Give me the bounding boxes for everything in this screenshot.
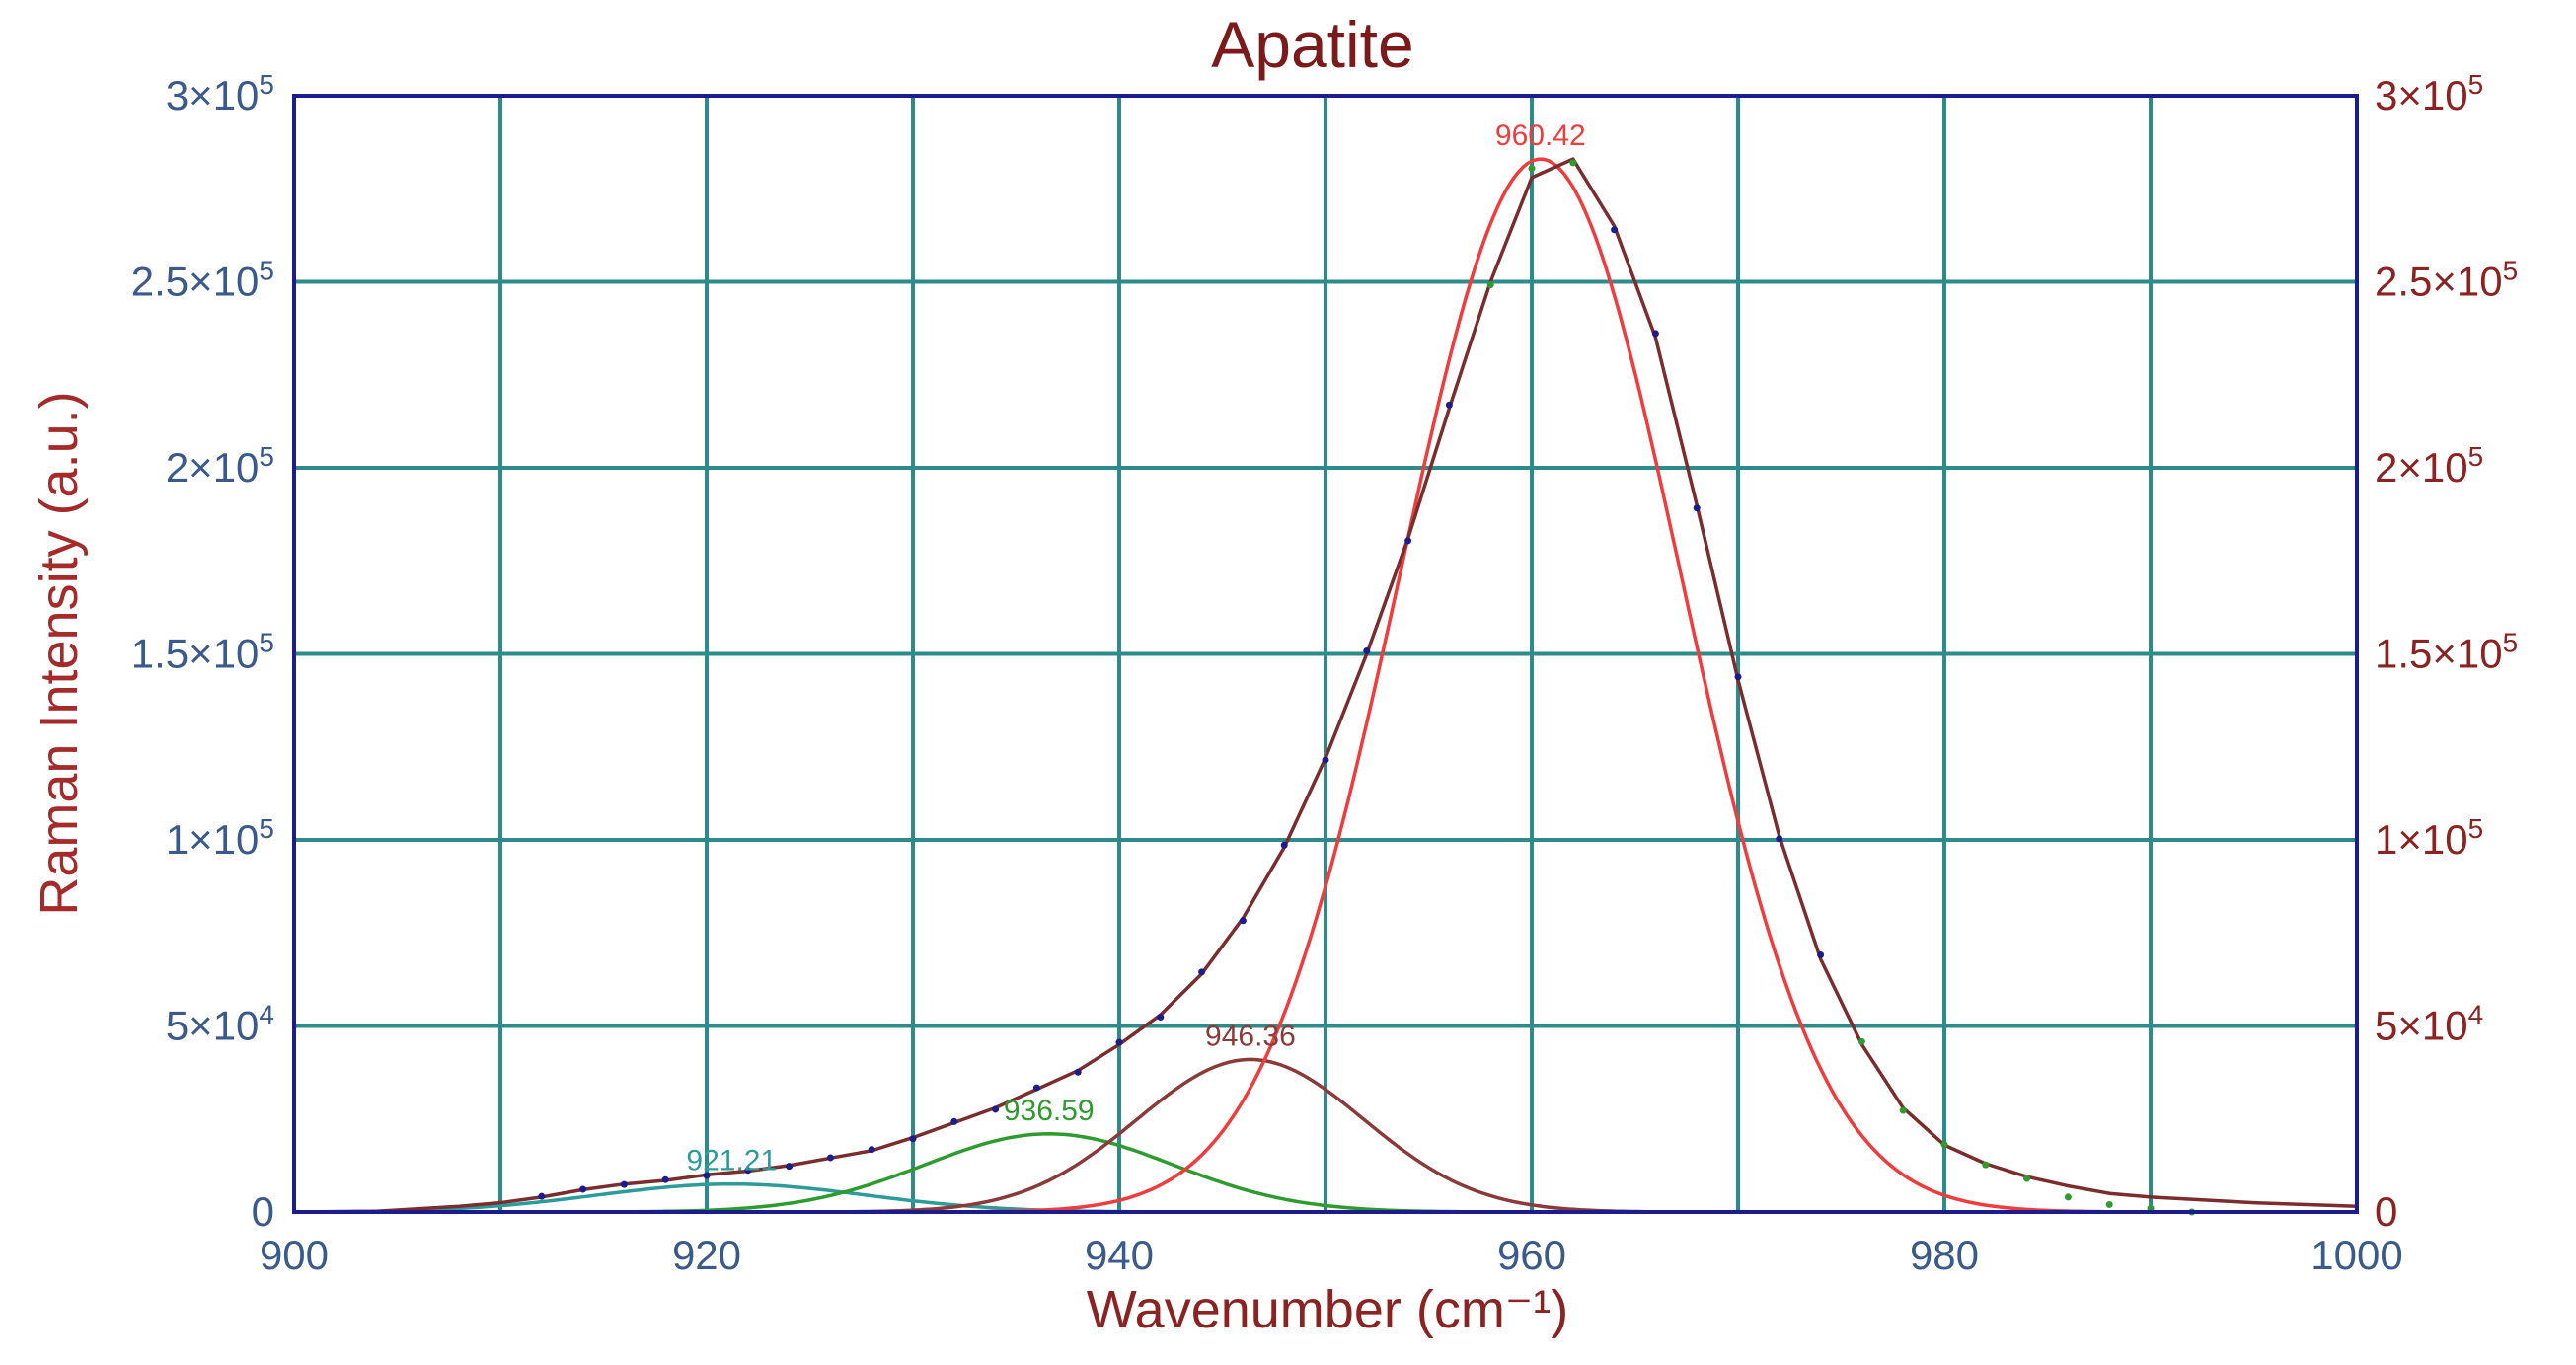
y-axis-label: Raman Intensity (a.u.) bbox=[30, 391, 89, 915]
right-y-tick-label: 5×104 bbox=[2375, 1000, 2483, 1049]
data-point bbox=[1651, 330, 1659, 338]
data-point bbox=[786, 1163, 794, 1171]
envelope-curve bbox=[293, 157, 2358, 1214]
data-point bbox=[1157, 1013, 1165, 1021]
data-point bbox=[1032, 1084, 1040, 1092]
data-point bbox=[2105, 1200, 2113, 1208]
data-point bbox=[1486, 281, 1494, 289]
data-point bbox=[826, 1154, 834, 1162]
data-point bbox=[1569, 159, 1577, 167]
right-y-tick-label: 1×105 bbox=[2375, 813, 2483, 863]
left-y-tick-label: 1.5×105 bbox=[131, 628, 274, 677]
peak-label: 946.36 bbox=[1205, 1020, 1296, 1052]
right-y-axis-tick-labels: 0 5×104 1×105 1.5×105 2×105 2.5×105 3×105 bbox=[2375, 69, 2518, 1235]
data-point bbox=[1857, 1037, 1865, 1045]
x-tick-label: 940 bbox=[1085, 1232, 1154, 1278]
data-point bbox=[868, 1146, 875, 1154]
data-point bbox=[1363, 646, 1371, 654]
left-y-tick-label: 2.5×105 bbox=[131, 256, 274, 305]
data-point bbox=[1940, 1141, 1948, 1149]
left-y-tick-label: 1×105 bbox=[166, 813, 274, 863]
data-point bbox=[703, 1172, 711, 1179]
left-y-tick-label: 5×104 bbox=[166, 1000, 274, 1049]
data-point bbox=[579, 1185, 587, 1193]
data-point bbox=[1734, 673, 1742, 681]
data-point bbox=[1115, 1038, 1123, 1046]
right-y-tick-label: 1.5×105 bbox=[2375, 628, 2518, 677]
x-tick-label: 900 bbox=[260, 1232, 329, 1278]
right-y-tick-label: 3×105 bbox=[2375, 69, 2483, 118]
left-y-tick-label: 0 bbox=[252, 1188, 274, 1235]
peak-labels: 921.21 936.59 946.36 960.42 bbox=[686, 119, 1585, 1177]
data-point bbox=[909, 1135, 917, 1143]
data-point bbox=[1198, 968, 1206, 976]
data-point bbox=[620, 1180, 628, 1188]
data-point bbox=[1239, 917, 1247, 925]
data-point bbox=[1280, 841, 1288, 849]
data-point bbox=[1693, 504, 1701, 512]
x-tick-label: 920 bbox=[672, 1232, 741, 1278]
grid-lines bbox=[294, 96, 2357, 1212]
chart-title: Apatite bbox=[1211, 8, 1413, 81]
left-y-tick-label: 3×105 bbox=[166, 69, 274, 118]
right-y-tick-label: 2×105 bbox=[2375, 441, 2483, 491]
data-point bbox=[1899, 1106, 1907, 1114]
data-point bbox=[1611, 226, 1619, 234]
data-point bbox=[744, 1167, 752, 1175]
x-tick-label: 1000 bbox=[2311, 1232, 2402, 1278]
data-point bbox=[1445, 401, 1453, 409]
right-y-tick-label: 0 bbox=[2375, 1188, 2397, 1235]
data-point bbox=[538, 1192, 546, 1200]
peak-label: 936.59 bbox=[1004, 1095, 1095, 1127]
x-tick-label: 980 bbox=[1910, 1232, 1979, 1278]
left-y-tick-label: 2×105 bbox=[166, 441, 274, 491]
data-point bbox=[1528, 165, 1536, 173]
data-point bbox=[2023, 1175, 2031, 1182]
data-point bbox=[1322, 756, 1329, 764]
data-point bbox=[1776, 835, 1783, 843]
x-tick-label: 960 bbox=[1497, 1232, 1566, 1278]
right-y-tick-label: 2.5×105 bbox=[2375, 256, 2518, 305]
data-point bbox=[2064, 1193, 2072, 1201]
data-point bbox=[2147, 1204, 2155, 1212]
x-axis-label: Wavenumber (cm⁻¹) bbox=[1087, 1280, 1569, 1339]
plot-frame bbox=[292, 94, 2359, 1214]
x-axis-tick-labels: 900 920 940 960 980 1000 bbox=[260, 1232, 2403, 1278]
data-point bbox=[1074, 1068, 1082, 1076]
data-point bbox=[1982, 1161, 1990, 1169]
data-point bbox=[950, 1117, 958, 1125]
data-point bbox=[1817, 950, 1825, 958]
data-points bbox=[538, 159, 2196, 1216]
data-point bbox=[661, 1175, 669, 1183]
peak-label: 921.21 bbox=[686, 1145, 777, 1177]
envelope-line bbox=[293, 157, 2358, 1214]
left-y-axis-tick-labels: 0 5×104 1×105 1.5×105 2×105 2.5×105 3×105 bbox=[131, 69, 274, 1235]
peak-curve bbox=[909, 157, 2168, 1214]
peak-label: 960.42 bbox=[1495, 119, 1586, 152]
data-point bbox=[992, 1105, 1000, 1113]
data-point bbox=[1404, 537, 1412, 545]
